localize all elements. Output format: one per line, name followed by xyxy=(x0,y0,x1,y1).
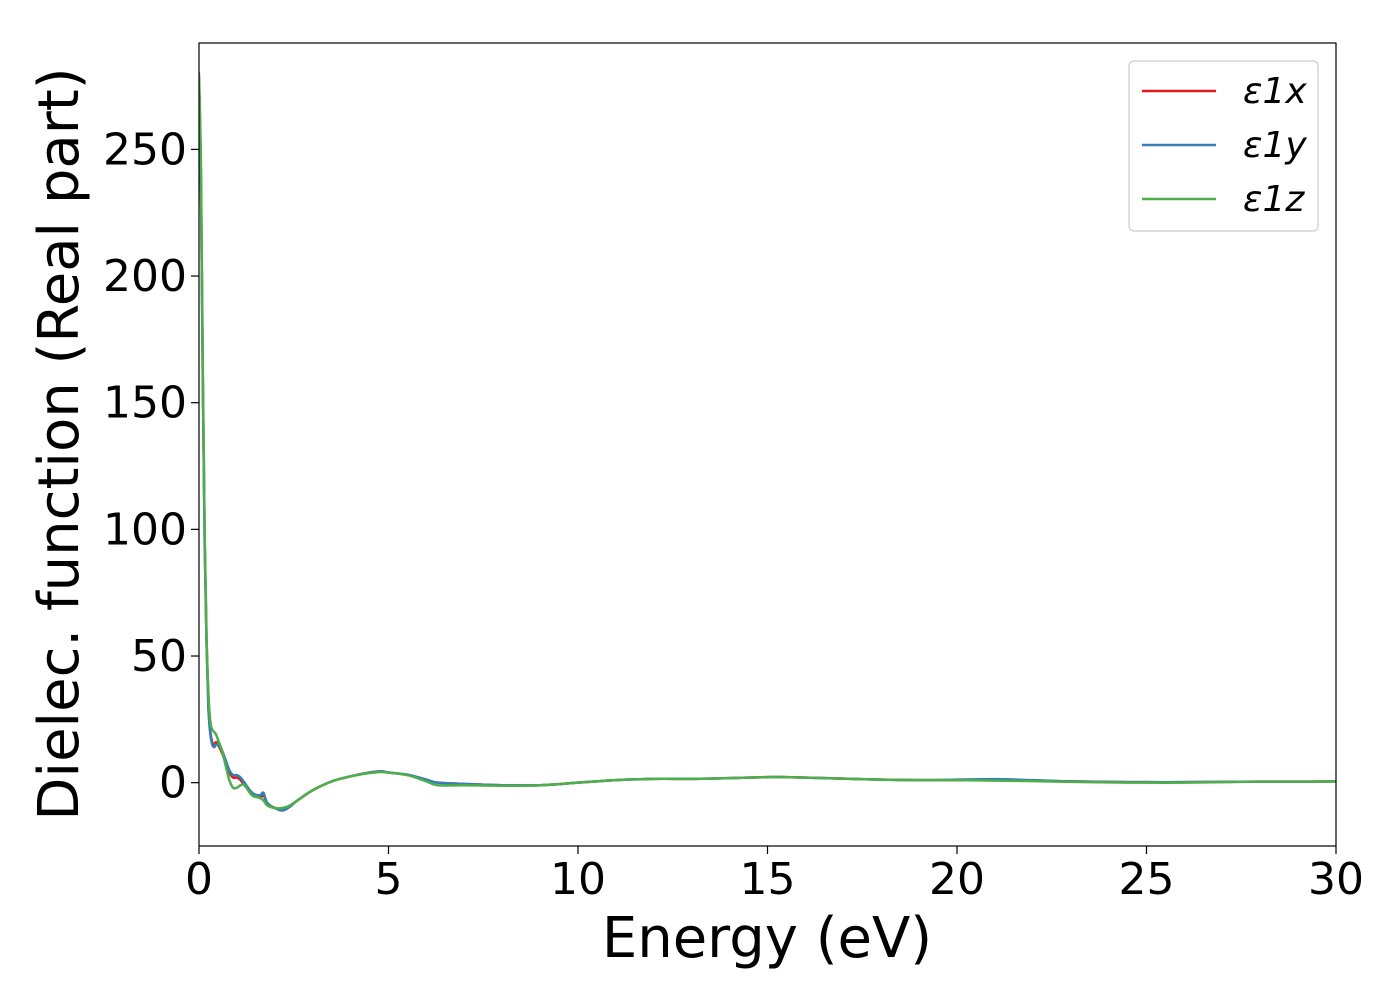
y-tick-label: 50 xyxy=(131,631,187,682)
x-tick-label: 25 xyxy=(1119,854,1175,905)
y-tick-label: 100 xyxy=(103,504,187,555)
x-tick-label: 10 xyxy=(550,854,606,905)
x-axis-label: Energy (eV) xyxy=(602,906,932,971)
y-tick-label: 150 xyxy=(103,378,187,429)
y-tick-label: 0 xyxy=(159,758,187,809)
axes-layer: 0 5 10 15 20 25 30 0 50 100 150 200 250 xyxy=(103,42,1364,905)
legend: ε1x ε1y ε1z xyxy=(1128,60,1319,232)
y-tick-label: 200 xyxy=(103,251,187,302)
x-tick-label: 5 xyxy=(375,854,403,905)
legend-label-3: ε1z xyxy=(1243,179,1305,220)
series-layer xyxy=(199,72,1336,812)
y-axis-label: Dielec. function (Real part) xyxy=(27,67,92,820)
x-tick-label: 20 xyxy=(929,854,985,905)
series-line-3 xyxy=(199,72,1336,810)
legend-label-2: ε1y xyxy=(1243,125,1307,166)
x-tick-label: 0 xyxy=(185,854,213,905)
x-tick-label: 15 xyxy=(740,854,796,905)
legend-label-1: ε1x xyxy=(1243,71,1307,112)
x-tick-label: 30 xyxy=(1308,854,1364,905)
legend-box xyxy=(1128,60,1319,232)
y-tick-label: 250 xyxy=(103,124,187,175)
